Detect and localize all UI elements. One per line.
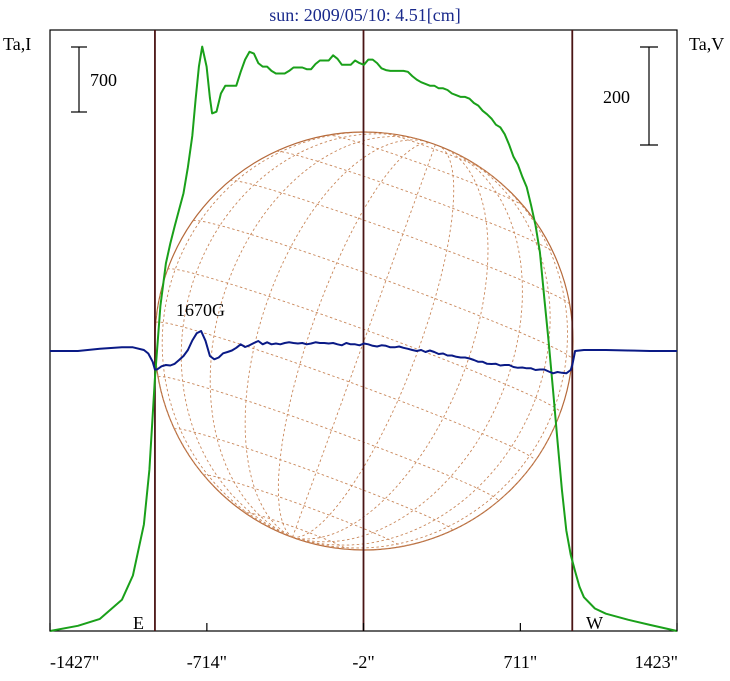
west-limb-label: W: [586, 613, 603, 633]
left-scale-bar: [71, 46, 87, 113]
field-annotation: 1670G: [176, 300, 225, 320]
reference-lines: [154, 30, 574, 631]
latitude-line: [328, 134, 524, 207]
left-axis-label: Ta,I: [3, 34, 31, 54]
longitude-line: [244, 139, 426, 538]
longitude-line: [292, 146, 455, 538]
longitude-line: [277, 142, 431, 538]
latitude-line: [203, 474, 401, 548]
latitude-line: [383, 132, 484, 170]
longitude-line: [292, 412, 561, 551]
longitude-line: [292, 144, 436, 538]
x-tick-label: -1427": [50, 652, 99, 672]
east-limb-label: E: [133, 613, 144, 633]
x-tick-label: 1423": [635, 652, 678, 672]
longitude-line: [161, 131, 395, 538]
right-axis-label: Ta,V: [689, 34, 724, 54]
right-scale-bar: [640, 46, 658, 146]
longitude-line: [292, 148, 489, 540]
x-tick-label: -2": [352, 652, 374, 672]
latitude-line: [243, 511, 347, 550]
longitude-line: [180, 133, 418, 538]
left-scale-value: 700: [90, 70, 117, 90]
x-axis: -1427" -714" -2" 711" 1423": [49, 623, 678, 672]
chart-title: sun: 2009/05/10: 4.51[cm]: [269, 5, 461, 25]
latitude-line: [167, 268, 561, 413]
latitude-line: [229, 179, 571, 305]
series-layer: [49, 45, 678, 632]
stokes-i-series-line: [49, 45, 678, 632]
latitude-line: [276, 150, 554, 253]
longitude-line: [292, 162, 568, 549]
stokes-v-series-line: [50, 330, 677, 375]
longitude-line: [209, 136, 421, 538]
x-tick-label: 711": [504, 652, 538, 672]
right-scale-value: 200: [603, 87, 630, 107]
latitude-line: [193, 220, 573, 359]
longitude-line: [292, 150, 523, 543]
x-tick-label: -714": [187, 652, 227, 672]
longitude-line: [292, 151, 551, 546]
